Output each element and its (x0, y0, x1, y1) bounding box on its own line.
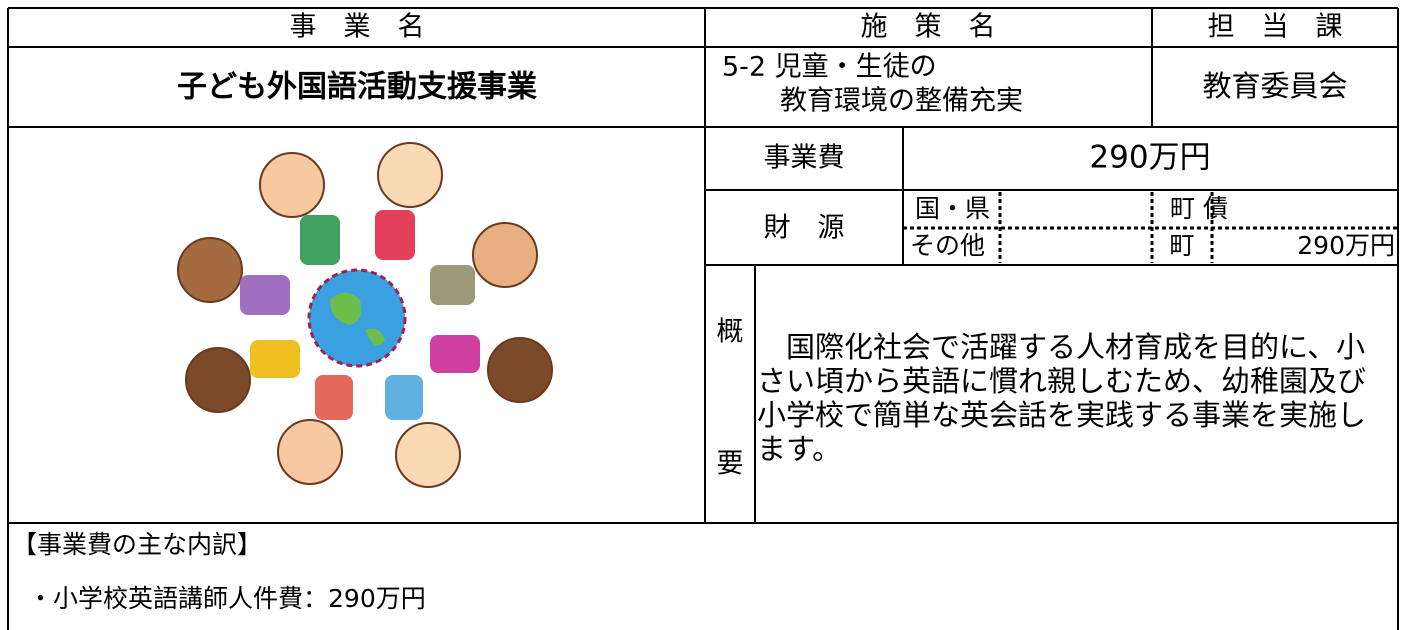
summary-label: 要 (717, 449, 744, 480)
funding-bond: 町 債 (1170, 194, 1228, 223)
funding-label: 財 源 (764, 213, 845, 244)
department-name: 教育委員会 (1202, 69, 1347, 103)
breakdown-item: ・小学校英語講師人件費：290万円 (28, 584, 426, 613)
breakdown-items: ・小学校英語講師人件費：290万円 (28, 584, 426, 613)
table-lines (7, 7, 1399, 630)
summary-text: 国際化社会で活躍する人材育成を目的に、小さい頃から英語に慣れ親しむため、幼稚園及… (757, 330, 1366, 466)
header-department: 担 当 課 (1208, 12, 1343, 43)
funding-town: 町 (1169, 231, 1194, 260)
summary-line: 国際化社会で活躍する人材育成を目的に、小 (757, 330, 1365, 364)
policy-line: 教育環境の整備充実 (780, 86, 1023, 117)
policy-line: 5-2 児童・生徒の (722, 52, 937, 83)
funding-other: その他 (910, 231, 985, 260)
summary-line: 小学校で簡単な英会話を実践する事業を実施し (757, 398, 1366, 432)
cost-value: 290万円 (1089, 140, 1210, 176)
header-policy: 施 策 名 (861, 12, 996, 43)
summary-line: さい頃から英語に慣れ親しむため、幼稚園及び (757, 364, 1366, 398)
cost-label: 事業費 (764, 143, 845, 174)
funding-town-value: 290万円 (1297, 231, 1395, 260)
breakdown-title: 【事業費の主な内訳】 (12, 530, 262, 559)
summary-line: ます。 (757, 432, 841, 466)
funding-national: 国・県 (915, 194, 990, 223)
summary-label: 概 (717, 317, 744, 348)
header-project: 事 業 名 (290, 12, 425, 43)
project-name: 子ども外国語活動支援事業 (177, 70, 537, 105)
children-illustration (177, 142, 553, 488)
